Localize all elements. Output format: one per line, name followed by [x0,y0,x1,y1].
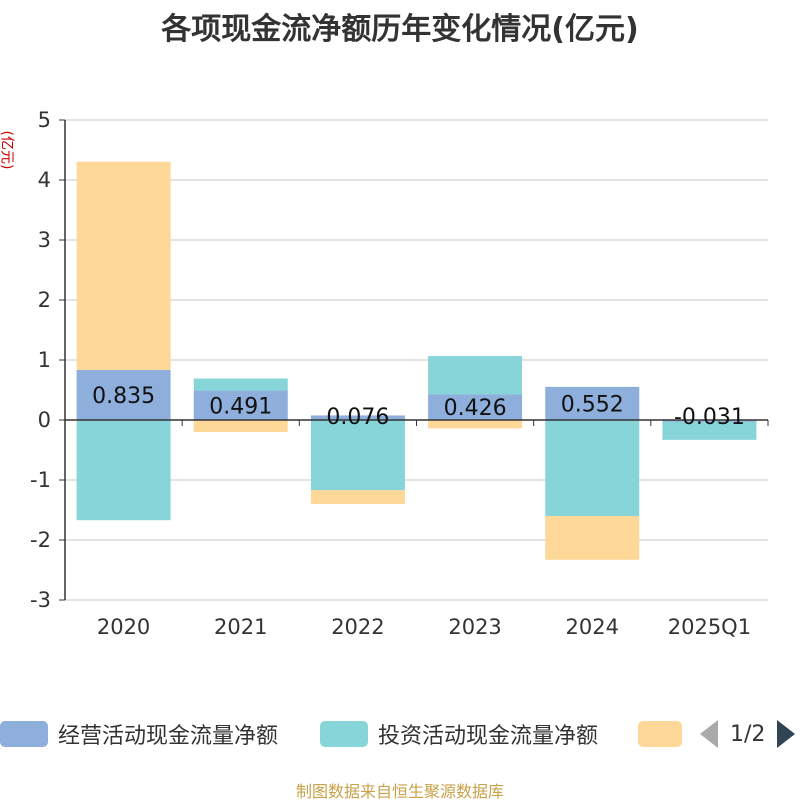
bar-data-label: 0.426 [444,396,507,421]
bar-data-label: 0.491 [209,394,272,419]
chevron-left-icon[interactable] [700,720,718,748]
bar-operating[interactable] [662,420,757,422]
x-tick-label: 2021 [214,615,267,639]
y-tick-label: 1 [38,348,51,372]
legend-pager: 1/2 [700,716,800,752]
y-tick-label: 5 [38,108,51,132]
axes: 5 4 3 2 1 0 -1 -2 -3 2020 2021 2022 2023 2024 2025Q1 [30,108,769,639]
bar-financing[interactable] [545,516,640,560]
x-tick-label: 2022 [331,615,384,639]
x-tick-label: 2023 [448,615,501,639]
bar-data-label: -0.031 [674,405,745,430]
legend-item-investing[interactable]: 投资活动现金流量净额 [320,716,598,752]
legend-item-financing[interactable] [638,716,692,752]
bar-financing[interactable] [76,161,171,370]
bars [76,161,757,560]
y-tick-label: 2 [38,288,51,312]
y-tick-label: -1 [30,468,51,492]
bar-investing[interactable] [310,420,405,491]
x-tick-label: 2025Q1 [668,615,751,639]
bar-operating[interactable] [545,386,640,420]
data-source-note: 制图数据来自恒生聚源数据库 [295,782,504,801]
bar-operating[interactable] [193,390,288,420]
legend-item-operating[interactable]: 经营活动现金流量净额 [0,716,278,752]
y-tick-label: 4 [38,168,51,192]
data-labels: 0.835 0.491 0.076 0.426 0.552 -0.031 [92,384,745,430]
bar-data-label: 0.552 [561,392,624,417]
bar-financing[interactable] [428,420,523,429]
chevron-right-icon[interactable] [777,720,796,748]
y-tick-label: -2 [30,528,51,552]
legend-label-investing: 投资活动现金流量净额 [378,724,599,749]
x-tick-label: 2020 [97,615,150,639]
bar-operating[interactable] [76,369,171,420]
bar-investing[interactable] [428,356,523,395]
grid-lines [65,119,768,601]
legend-page-indicator: 1/2 [730,721,766,747]
chart-title: 各项现金流净额历年变化情况(亿元) [161,12,639,47]
bar-operating[interactable] [310,415,405,420]
bar-investing[interactable] [76,420,171,521]
legend-swatch-operating [0,721,48,747]
y-tick-label: 3 [38,228,51,252]
legend-swatch-financing [638,721,682,747]
legend-swatch-investing [320,721,368,747]
bar-data-label: 0.835 [92,384,155,409]
y-tick-label: -3 [30,588,51,612]
bar-investing[interactable] [545,420,640,516]
bar-data-label: 0.076 [326,405,389,430]
bar-financing[interactable] [310,490,405,504]
legend: 经营活动现金流量净额 投资活动现金流量净额 [0,716,800,752]
bar-investing[interactable] [662,421,757,440]
bar-financing[interactable] [193,420,288,432]
x-tick-label: 2024 [566,615,619,639]
y-tick-label: 0 [38,408,51,432]
bar-operating[interactable] [428,394,523,420]
legend-label-operating: 经营活动现金流量净额 [58,724,279,749]
bar-investing[interactable] [193,378,288,391]
